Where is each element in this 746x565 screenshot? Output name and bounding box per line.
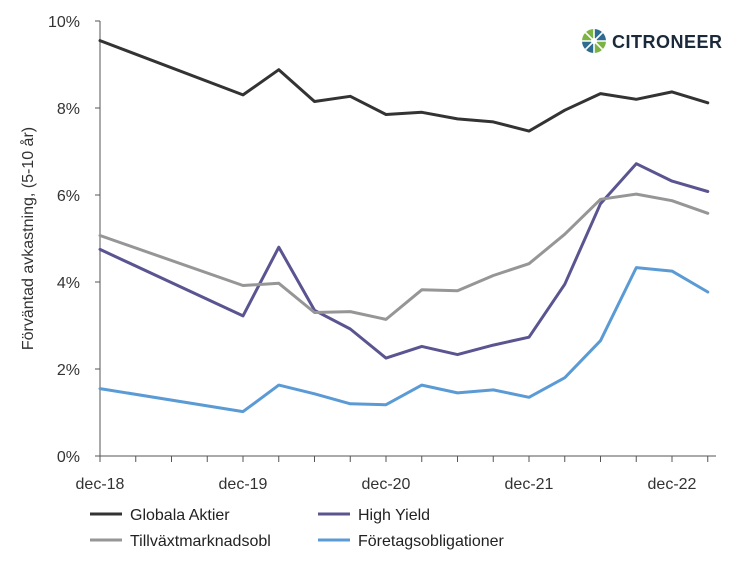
x-tick-label: dec-21 [505, 476, 554, 493]
y-axis-title: Förväntad avkastning, (5-10 år) [19, 127, 37, 350]
axes: 0% 2% 4% 6% 8% 10% dec-18 dec-19 dec-20 dec-21 dec… [19, 14, 716, 493]
legend-label: High Yield [358, 507, 430, 524]
x-tick-label: dec-18 [76, 476, 125, 493]
legend: Globala Aktier High Yield Tillväxtmarknads… [90, 507, 505, 550]
series-line-3 [98, 192, 710, 321]
y-tick-label: 0% [57, 449, 80, 466]
legend-label: Företagsobligationer [358, 533, 505, 550]
x-tick-label: dec-20 [362, 476, 411, 493]
x-tick-label: dec-19 [219, 476, 268, 493]
citroneer-logo-icon [582, 29, 606, 53]
brand-logo: CITRONEER [582, 29, 723, 53]
x-tick-label: dec-22 [648, 476, 697, 493]
series-line-1 [98, 39, 710, 133]
y-tick-label: 6% [57, 188, 80, 205]
series-line-2 [98, 162, 710, 360]
legend-label: Globala Aktier [130, 507, 230, 524]
series-line-4 [98, 266, 710, 414]
y-tick-label: 2% [57, 362, 80, 379]
brand-name: CITRONEER [612, 32, 723, 52]
legend-label: Tillväxtmarknadsobl [130, 533, 271, 550]
y-tick-label: 4% [57, 275, 80, 292]
y-tick-label: 10% [48, 14, 80, 31]
series-lines [98, 39, 710, 414]
y-tick-label: 8% [57, 101, 80, 118]
